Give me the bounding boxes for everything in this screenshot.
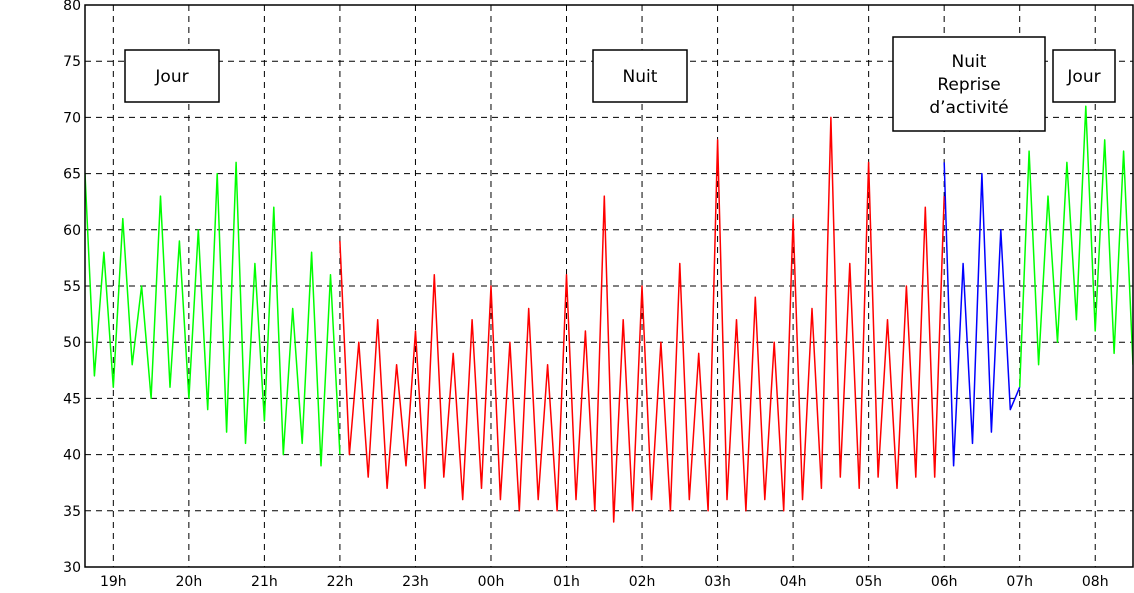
x-tick-label: 01h (553, 574, 580, 590)
annotation-text: Nuit (623, 67, 658, 87)
series-line (339, 116, 945, 523)
x-tick-label: 21h (251, 574, 278, 590)
y-tick-label: 30 (63, 560, 81, 576)
annotation-text: Reprise (937, 75, 1000, 95)
x-tick-label: 06h (931, 574, 958, 590)
x-tick-label: 20h (176, 574, 203, 590)
y-tick-label: 80 (63, 0, 81, 14)
x-tick-label: 07h (1006, 574, 1033, 590)
y-tick-label: 50 (63, 335, 81, 351)
x-tick-label: 19h (100, 574, 127, 590)
y-tick-label: 35 (63, 504, 81, 520)
annotation-text: Nuit (952, 52, 987, 72)
x-tick-label: 03h (704, 574, 731, 590)
series-line (1018, 105, 1133, 388)
annotation-text: Jour (1066, 67, 1100, 87)
series-line (85, 161, 341, 467)
y-tick-label: 60 (63, 223, 81, 239)
y-tick-label: 45 (63, 391, 81, 407)
x-tick-label: 22h (327, 574, 354, 590)
y-tick-label: 70 (63, 110, 81, 126)
y-tick-label: 75 (63, 54, 81, 70)
y-tick-label: 65 (63, 167, 81, 183)
x-tick-label: 04h (780, 574, 807, 590)
series-line (943, 162, 1021, 467)
annotation-box (1052, 49, 1116, 103)
x-tick-label: 23h (402, 574, 429, 590)
annotation-box (592, 49, 688, 103)
annotation-box (124, 49, 220, 103)
y-tick-label: 55 (63, 279, 81, 295)
annotation-text: d’activité (929, 98, 1008, 118)
annotation-box (892, 36, 1046, 132)
annotation-text: Jour (154, 67, 188, 87)
x-tick-label: 02h (629, 574, 656, 590)
y-tick-label: 40 (63, 448, 81, 464)
x-tick-label: 08h (1082, 574, 1109, 590)
plot-frame (84, 4, 1134, 568)
x-tick-label: 00h (478, 574, 505, 590)
x-tick-label: 05h (855, 574, 882, 590)
